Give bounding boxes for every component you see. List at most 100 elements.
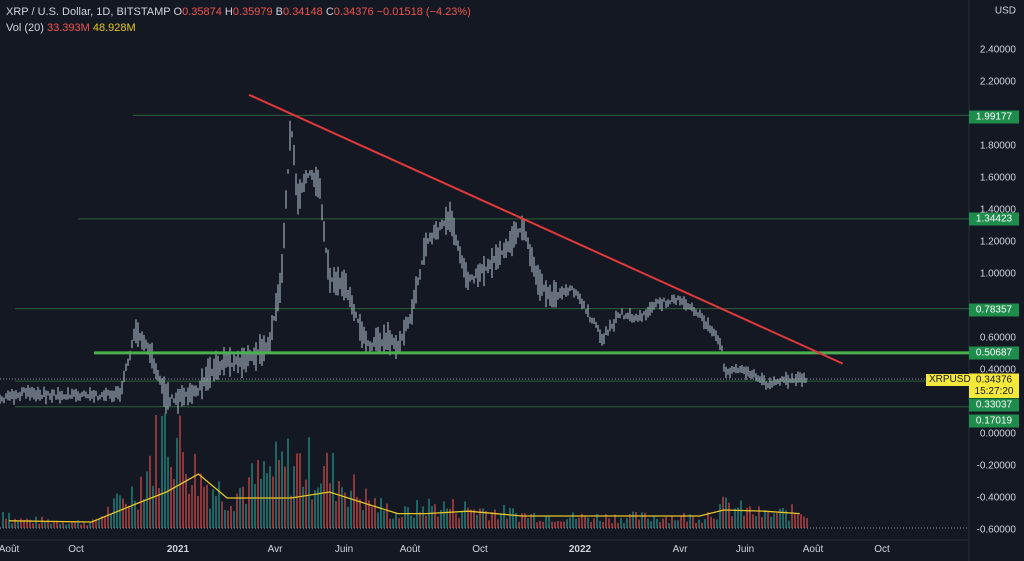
volume-bar xyxy=(599,520,601,528)
volume-bar xyxy=(137,509,139,528)
x-tick-label: 2021 xyxy=(166,544,190,555)
high-value: 0.35979 xyxy=(232,6,273,18)
volume-bar xyxy=(401,516,403,528)
volume-bar xyxy=(512,508,514,528)
volume-bar xyxy=(419,512,421,528)
volume-bar xyxy=(650,521,652,528)
volume-bar xyxy=(47,519,49,528)
volume-bar xyxy=(248,477,250,528)
volume-bar xyxy=(227,510,229,528)
x-tick-label: Oct xyxy=(874,544,890,555)
volume-legend: Vol (20) 33.393M 48.928M xyxy=(6,22,136,34)
volume-bar xyxy=(686,521,688,528)
volume-bar xyxy=(689,514,691,528)
volume-bar xyxy=(338,480,340,528)
volume-label[interactable]: Vol (20) xyxy=(6,22,44,34)
volume-bar xyxy=(587,517,589,528)
volume-bar xyxy=(539,520,541,528)
volume-bar xyxy=(389,518,391,528)
volume-bar xyxy=(281,451,283,528)
volume-bar xyxy=(107,506,109,528)
volume-bar xyxy=(665,516,667,528)
level-badge-6: 0.17019 xyxy=(969,414,1019,428)
volume-bar xyxy=(425,515,427,528)
volume-bar xyxy=(104,517,106,528)
x-tick-label: Août xyxy=(802,544,824,555)
volume-bar xyxy=(365,488,367,528)
volume-bar xyxy=(101,516,103,528)
currency-label[interactable]: USD xyxy=(994,5,1016,17)
volume-bar xyxy=(677,520,679,528)
volume-bar xyxy=(617,522,619,528)
volume-bar xyxy=(548,515,550,528)
volume-bar xyxy=(362,510,364,528)
volume-bar xyxy=(662,518,664,528)
volume-bar xyxy=(764,510,766,528)
volume-bar xyxy=(170,466,172,528)
volume-bar xyxy=(800,514,802,528)
volume-bar xyxy=(716,519,718,528)
volume-bar xyxy=(722,496,724,528)
volume-bar xyxy=(494,509,496,528)
volume-bar xyxy=(656,519,658,528)
volume-bar xyxy=(203,486,205,528)
volume-bar xyxy=(284,466,286,528)
volume-bar xyxy=(182,452,184,528)
volume-bar xyxy=(14,518,16,528)
volume-bar xyxy=(380,497,382,528)
volume-bar xyxy=(230,505,232,528)
volume-bar xyxy=(803,516,805,528)
volume-bar xyxy=(611,523,613,528)
volume-bar xyxy=(116,493,118,528)
symbol-legend: XRP / U.S. Dollar, 1D, BITSTAMP O0.35874… xyxy=(6,6,471,18)
volume-bar xyxy=(668,523,670,528)
volume-bar xyxy=(23,519,25,528)
volume-bar xyxy=(530,514,532,528)
volume-bar xyxy=(692,515,694,528)
volume-bar xyxy=(485,510,487,528)
volume-bar xyxy=(737,507,739,528)
volume-bar xyxy=(758,506,760,528)
volume-bar xyxy=(374,498,376,528)
x-tick-label: Avr xyxy=(672,544,688,555)
volume-bar xyxy=(593,518,595,528)
volume-bar xyxy=(710,516,712,528)
volume-bar xyxy=(524,513,526,528)
volume-bar xyxy=(755,516,757,528)
volume-bar xyxy=(221,501,223,528)
level-badge-3: 0.78357 xyxy=(969,303,1019,317)
volume-bar xyxy=(605,514,607,528)
y-tick-label: 2.20000 xyxy=(979,76,1016,88)
volume-bar xyxy=(323,466,325,528)
volume-bar xyxy=(191,485,193,528)
volume-bar xyxy=(476,514,478,528)
volume-bar xyxy=(779,508,781,528)
low-key: B xyxy=(275,6,284,18)
volume-bar xyxy=(455,513,457,528)
volume-bar xyxy=(680,515,682,528)
volume-bar xyxy=(794,512,796,528)
volume-bar xyxy=(80,524,82,528)
volume-bar xyxy=(335,501,337,528)
volume-bar xyxy=(26,518,28,528)
volume-bar xyxy=(626,518,628,528)
volume-bar xyxy=(518,521,520,528)
volume-bar xyxy=(326,452,328,528)
volume-bar xyxy=(296,453,298,528)
volume-bar xyxy=(632,511,634,528)
volume-bar xyxy=(185,474,187,528)
volume-bar xyxy=(671,515,673,528)
countdown-badge: 15:27:20 xyxy=(969,386,1019,398)
volume-bar xyxy=(740,500,742,528)
volume-bar xyxy=(164,413,166,528)
volume-bar xyxy=(527,518,529,528)
volume-bar xyxy=(470,509,472,528)
volume-bar xyxy=(2,511,4,528)
x-tick-label: Avr xyxy=(267,544,283,555)
volume-bar xyxy=(515,513,517,528)
symbol-title[interactable]: XRP / U.S. Dollar, 1D, BITSTAMP xyxy=(6,6,171,18)
y-tick-label: -0.20000 xyxy=(976,460,1016,472)
volume-bar xyxy=(554,521,556,528)
volume-bar xyxy=(464,501,466,528)
